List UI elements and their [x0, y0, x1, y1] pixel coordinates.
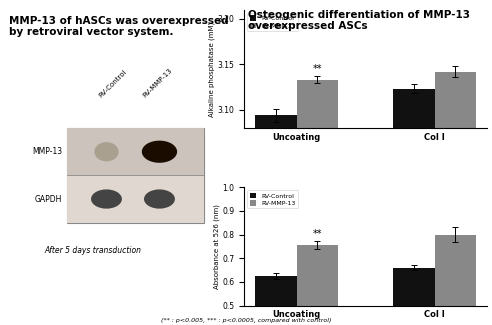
- Bar: [393, 268, 434, 325]
- Bar: [255, 115, 297, 325]
- Text: (** : p<0.005, *** : p<0.0005, compared with control): (** : p<0.005, *** : p<0.0005, compared …: [161, 318, 331, 323]
- Y-axis label: Absorbance at 526 (nm): Absorbance at 526 (nm): [213, 204, 219, 289]
- Bar: [67, 176, 204, 223]
- Bar: [393, 89, 434, 325]
- Legend: RV-Control, RV-MMP-13: RV-Control, RV-MMP-13: [247, 13, 298, 31]
- Ellipse shape: [142, 141, 177, 163]
- Bar: [297, 80, 338, 325]
- Text: GAPDH: GAPDH: [35, 195, 62, 203]
- Text: **: **: [312, 64, 322, 74]
- Ellipse shape: [144, 189, 175, 209]
- Bar: [434, 235, 476, 325]
- Text: MMP-13 of hASCs was overexpressed
by retroviral vector system.: MMP-13 of hASCs was overexpressed by ret…: [9, 16, 229, 37]
- Ellipse shape: [91, 189, 122, 209]
- Bar: [67, 128, 204, 223]
- Y-axis label: Alkaline phosphatase (mM): Alkaline phosphatase (mM): [208, 21, 215, 117]
- Ellipse shape: [94, 142, 119, 161]
- Legend: RV-Control, RV-MMP-13: RV-Control, RV-MMP-13: [247, 190, 298, 208]
- Text: **: **: [312, 229, 322, 239]
- Text: RV-Control: RV-Control: [97, 69, 128, 98]
- Bar: [255, 276, 297, 325]
- Text: Osteogenic differentiation of MMP-13
overexpressed ASCs: Osteogenic differentiation of MMP-13 ove…: [248, 10, 470, 31]
- Text: MMP-13: MMP-13: [32, 147, 62, 156]
- Text: RV-MMP-13: RV-MMP-13: [142, 67, 174, 98]
- Bar: [67, 128, 204, 176]
- Text: After 5 days transduction: After 5 days transduction: [45, 246, 142, 255]
- Bar: [297, 245, 338, 325]
- Bar: [434, 72, 476, 325]
